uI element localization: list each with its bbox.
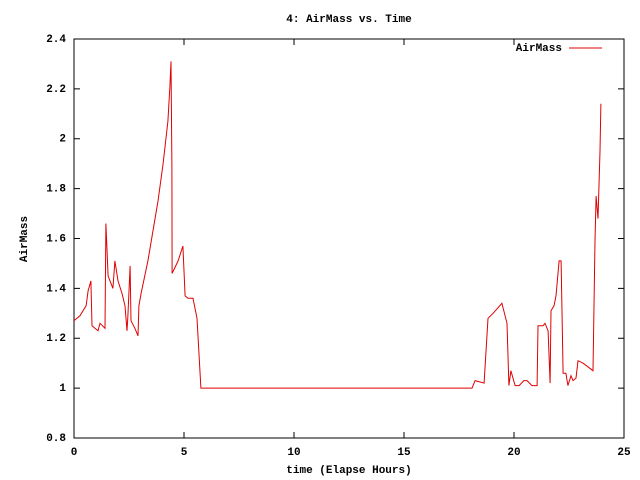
x-tick-label: 20 [507, 447, 520, 459]
y-axis-label: AirMass [19, 216, 31, 262]
y-tick-label: 2.2 [46, 84, 66, 96]
y-tick-label: 2.4 [46, 34, 66, 46]
x-axis-label: time (Elapse Hours) [286, 465, 411, 477]
plot-border [73, 38, 625, 439]
chart-title: 4: AirMass vs. Time [286, 14, 412, 26]
x-tick-label: 10 [287, 447, 300, 459]
y-tick-label: 1.8 [46, 184, 66, 196]
y-tick-label: 1.6 [46, 233, 66, 245]
x-tick-label: 5 [181, 447, 188, 459]
y-tick-label: 2 [59, 134, 66, 146]
y-tick-label: 1 [59, 383, 66, 395]
x-tick-label: 0 [71, 447, 78, 459]
y-tick-label: 1.4 [46, 283, 66, 295]
legend-label: AirMass [516, 43, 562, 55]
x-tick-label: 15 [397, 447, 411, 459]
y-tick-label: 0.8 [46, 433, 66, 445]
x-tick-label: 25 [617, 447, 631, 459]
data-line [73, 61, 602, 389]
y-tick-label: 1.2 [46, 333, 66, 345]
